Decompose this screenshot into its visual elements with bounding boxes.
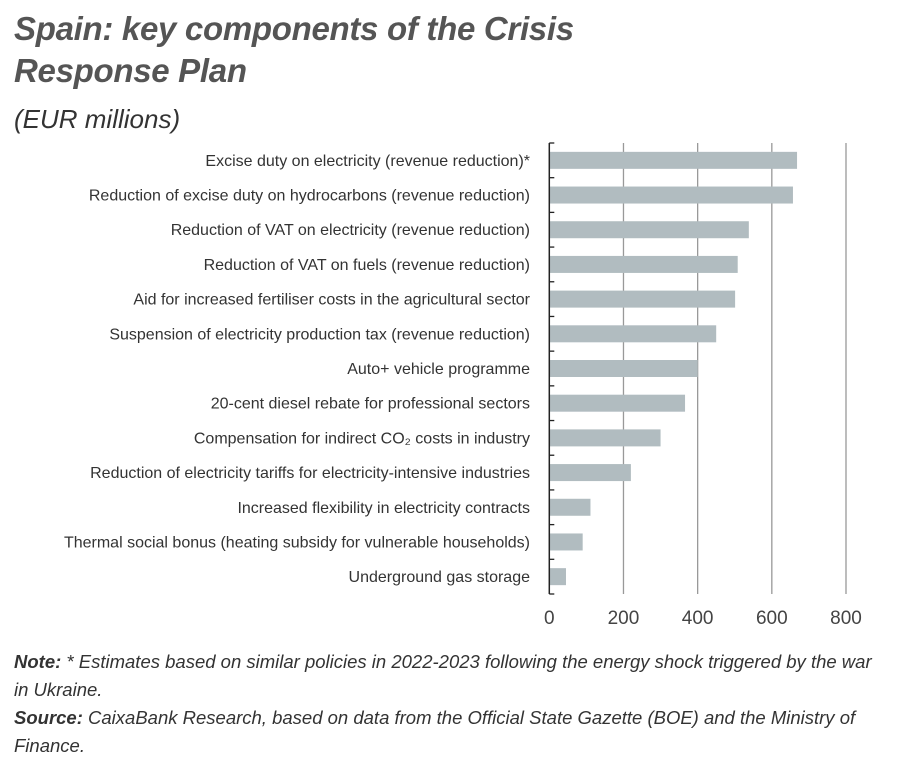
category-label: Auto+ vehicle programme (347, 361, 530, 378)
category-label: Aid for increased fertiliser costs in th… (133, 292, 530, 309)
x-tick-label: 600 (756, 608, 788, 629)
category-label: Increased flexibility in electricity con… (237, 500, 530, 517)
category-label: Reduction of VAT on electricity (revenue… (171, 222, 530, 239)
note-line: Note: * Estimates based on similar polic… (14, 648, 884, 704)
chart-notes: Note: * Estimates based on similar polic… (14, 648, 884, 760)
bar (549, 533, 583, 551)
bar (549, 325, 717, 343)
bar-chart: 0 200 400 600 800 Excise duty on electricity … (64, 142, 862, 629)
source-label: Source: (14, 707, 83, 728)
bar (549, 394, 686, 412)
bar (549, 568, 566, 586)
source-line: Source: CaixaBank Research, based on dat… (14, 704, 884, 760)
category-label: Compensation for indirect CO₂ costs in i… (194, 430, 530, 447)
bar (549, 221, 749, 239)
chart-subtitle: (EUR millions) (14, 104, 181, 134)
category-label: Reduction of excise duty on hydrocarbons… (89, 188, 530, 205)
note-text: * Estimates based on similar policies in… (14, 651, 872, 700)
category-label: Excise duty on electricity (revenue redu… (205, 153, 530, 170)
x-tick-label: 800 (830, 608, 862, 629)
source-text: CaixaBank Research, based on data from t… (14, 707, 856, 756)
chart-title: Spain: key components of the Crisis Resp… (14, 10, 574, 89)
bar (549, 498, 591, 516)
note-label: Note: (14, 651, 62, 672)
category-label: 20-cent diesel rebate for professional s… (211, 396, 530, 413)
bar (549, 255, 738, 273)
x-tick-label: 200 (608, 608, 640, 629)
category-label: Reduction of electricity tariffs for ele… (90, 465, 530, 482)
bar (549, 360, 698, 377)
bar (549, 186, 793, 204)
bar (549, 151, 798, 169)
category-label: Reduction of VAT on fuels (revenue reduc… (204, 257, 530, 274)
bar (549, 464, 631, 482)
bar (549, 290, 736, 308)
bar (549, 429, 661, 447)
category-label: Suspension of electricity production tax… (109, 326, 530, 343)
category-label: Underground gas storage (349, 569, 531, 586)
category-label: Thermal social bonus (heating subsidy fo… (64, 534, 530, 551)
x-tick-label: 0 (544, 608, 555, 629)
x-tick-label: 400 (682, 608, 714, 629)
